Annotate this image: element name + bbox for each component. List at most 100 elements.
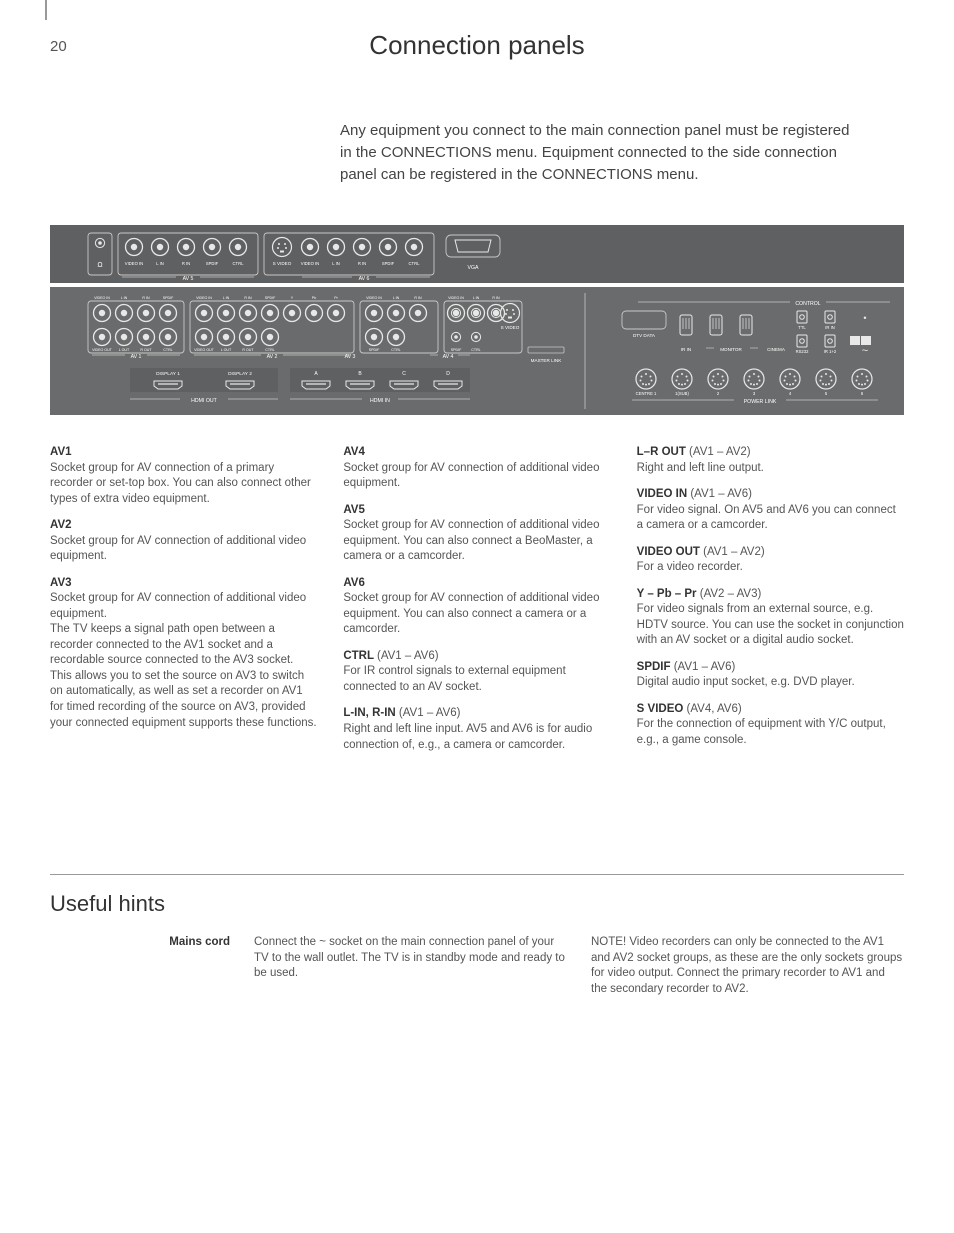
intro-paragraph: Any equipment you connect to the main co… [340,120,864,185]
spec-section: AV4Socket group for AV connection of add… [343,445,610,492]
svg-text:R IN: R IN [358,261,366,266]
svg-text:CTRL: CTRL [163,348,172,352]
spec-body: Socket group for AV connection of a prim… [50,461,317,508]
svg-text:AV 2: AV 2 [267,354,278,360]
svg-text:L IN: L IN [393,296,400,300]
spec-heading-inline: VIDEO OUT (AV1 – AV2) [637,545,904,561]
svg-text:CTRL: CTRL [471,348,480,352]
av6-label: AV 6 [359,276,370,282]
spec-heading: AV5 [343,503,610,519]
svg-text:L IN: L IN [223,296,230,300]
spec-section: VIDEO IN (AV1 – AV6)For video signal. On… [637,487,904,534]
page-title: Connection panels [369,30,584,61]
svg-text:IR 1+2: IR 1+2 [824,349,837,354]
hints-label: Mains cord [50,935,230,997]
svg-text:S VIDEO: S VIDEO [501,325,520,330]
svg-text:CENTRE 1: CENTRE 1 [636,391,657,396]
spec-section: CTRL (AV1 – AV6)For IR control signals t… [343,649,610,696]
hints-title: Useful hints [50,891,904,917]
svg-text:VIDEO IN: VIDEO IN [448,296,464,300]
page-header: 20 Connection panels [50,30,904,70]
spec-heading-inline: L–R OUT (AV1 – AV2) [637,445,904,461]
spec-body: Socket group for AV connection of additi… [343,591,610,638]
connection-panel-diagram: Ω VIDEO INL INR INSPDIFCTRL AV 5 S VIDEO… [50,225,904,415]
svg-text:CTRL: CTRL [265,348,274,352]
svg-text:1(SUB): 1(SUB) [675,391,689,396]
spec-section: Y – Pb – Pr (AV2 – AV3)For video signals… [637,587,904,649]
svg-text:L OUT: L OUT [119,348,130,352]
svg-text:R IN: R IN [244,296,252,300]
svg-text:L OUT: L OUT [221,348,232,352]
hints-text: Connect the ~ socket on the main connect… [254,935,567,997]
svg-text:VIDEO IN: VIDEO IN [125,261,143,266]
svg-text:VGA: VGA [468,265,479,271]
svg-text:CTRL: CTRL [233,261,245,266]
svg-text:L IN: L IN [156,261,164,266]
crop-mark [45,0,47,20]
svg-text:DTV DATA: DTV DATA [633,333,656,338]
svg-text:SPDIF: SPDIF [163,296,174,300]
svg-text:D: D [446,371,450,377]
svg-text:SPDIF: SPDIF [451,348,462,352]
svg-text:R IN: R IN [182,261,190,266]
svg-text:VIDEO OUT: VIDEO OUT [92,348,113,352]
svg-text:HDMI IN: HDMI IN [370,398,390,404]
spec-heading: AV3 [50,576,317,592]
spec-section: L–R OUT (AV1 – AV2)Right and left line o… [637,445,904,476]
spec-section: SPDIF (AV1 – AV6)Digital audio input soc… [637,660,904,691]
spec-body: Right and left line output. [637,461,904,477]
svg-text:DISPLAY 1: DISPLAY 1 [156,371,180,377]
spec-body: For video signals from an external sourc… [637,602,904,649]
svg-text:MASTER LINK: MASTER LINK [531,358,563,363]
spec-heading: AV6 [343,576,610,592]
hints-note: NOTE! Video recorders can only be connec… [591,935,904,997]
column-2: AV4Socket group for AV connection of add… [343,445,610,764]
svg-text:POWER LINK: POWER LINK [744,399,777,405]
svg-text:AV 1: AV 1 [131,354,142,360]
svg-text:RS232: RS232 [796,349,809,354]
page-number: 20 [50,38,67,55]
svg-text:Pb: Pb [312,296,316,300]
hints-row: Mains cord Connect the ~ socket on the m… [50,935,904,997]
svg-text:CTRL: CTRL [409,261,421,266]
spec-heading-inline: Y – Pb – Pr (AV2 – AV3) [637,587,904,603]
svg-text:VIDEO IN: VIDEO IN [301,261,319,266]
av5-label: AV 5 [183,276,194,282]
column-3: L–R OUT (AV1 – AV2)Right and left line o… [637,445,904,764]
svg-text:TTL: TTL [798,325,806,330]
spec-section: AV3Socket group for AV connection of add… [50,576,317,731]
svg-text:SPDIF: SPDIF [369,348,380,352]
spec-heading: AV4 [343,445,610,461]
svg-text:SPDIF: SPDIF [206,261,219,266]
section-divider [50,874,904,875]
svg-text:AV 4: AV 4 [443,354,454,360]
svg-text:CINEMA: CINEMA [767,347,786,352]
svg-text:•: • [863,313,866,323]
svg-text:~: ~ [862,345,868,357]
svg-text:R IN: R IN [414,296,422,300]
svg-text:MONITOR: MONITOR [720,347,742,352]
svg-text:CTRL: CTRL [391,348,400,352]
spec-section: L-IN, R-IN (AV1 – AV6)Right and left lin… [343,706,610,753]
svg-text:VIDEO IN: VIDEO IN [94,296,110,300]
svg-text:R OUT: R OUT [242,348,254,352]
spec-body: Socket group for AV connection of additi… [50,534,317,565]
svg-text:AV 3: AV 3 [345,354,356,360]
spec-body: For IR control signals to external equip… [343,664,610,695]
spec-body: For the connection of equipment with Y/C… [637,717,904,748]
spec-columns: AV1Socket group for AV connection of a p… [50,445,904,764]
svg-text:L IN: L IN [121,296,128,300]
spec-heading: AV1 [50,445,317,461]
spec-body: For a video recorder. [637,560,904,576]
spec-body: Socket group for AV connection of additi… [343,518,610,565]
svg-text:R IN: R IN [142,296,150,300]
spec-section: VIDEO OUT (AV1 – AV2)For a video recorde… [637,545,904,576]
svg-text:L IN: L IN [332,261,340,266]
spec-body: For video signal. On AV5 and AV6 you can… [637,503,904,534]
spec-body: Socket group for AV connection of additi… [343,461,610,492]
svg-text:CONTROL: CONTROL [795,301,820,307]
svg-text:C: C [402,371,406,377]
spec-section: AV2Socket group for AV connection of add… [50,518,317,565]
svg-text:R IN: R IN [492,296,500,300]
svg-text:DISPLAY 2: DISPLAY 2 [228,371,252,377]
